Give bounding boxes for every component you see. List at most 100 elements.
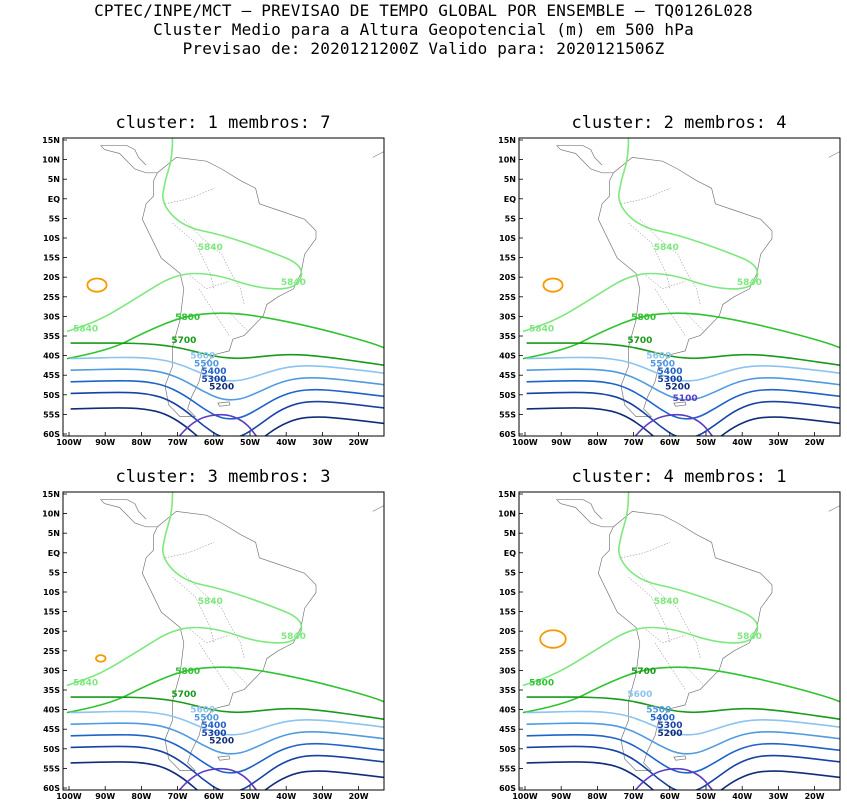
contour-5800 (522, 312, 840, 360)
lat-label: 30S (499, 312, 516, 321)
lon-label: 40W (276, 792, 296, 801)
contour-label-5700: 5700 (631, 667, 656, 677)
lat-label: 55S (499, 410, 516, 419)
lon-label: 20W (349, 792, 369, 801)
coastline-south-america (141, 511, 317, 771)
panel-2-title: cluster: 2 membros: 4 (571, 113, 787, 133)
lon-label: 30W (768, 438, 788, 447)
lon-label: 100W (512, 792, 538, 801)
contour-5500 (70, 722, 384, 755)
contour-5840 (522, 492, 759, 687)
contour-5840 (66, 138, 303, 333)
contour-5300 (526, 745, 840, 790)
lat-label: 10N (498, 510, 516, 519)
lat-label: 25S (43, 293, 60, 302)
country-border (229, 312, 249, 332)
contour-label-5840: 5840 (281, 278, 306, 288)
lon-label: 60W (660, 792, 680, 801)
contour-label-5400: 5400 (658, 367, 683, 377)
contour-5600 (70, 356, 384, 382)
contour-label-5840: 5840 (198, 243, 223, 253)
country-border (685, 312, 705, 332)
lon-label: 30W (312, 792, 332, 801)
country-border (183, 219, 245, 305)
contour-label-5800: 5800 (631, 313, 656, 323)
contour-label-5100: 5100 (673, 394, 698, 404)
country-border (620, 188, 671, 205)
contour-5600 (526, 356, 840, 382)
contour-label-5400: 5400 (202, 721, 227, 731)
contour-label-5300: 5300 (658, 721, 683, 731)
lat-label: 40S (43, 352, 60, 361)
contour-5600 (526, 710, 840, 736)
country-border (628, 576, 671, 643)
contour-5400 (70, 379, 384, 420)
lon-label: 50W (696, 438, 716, 447)
country-border (164, 188, 215, 205)
contour-5800 (66, 666, 384, 714)
lat-label: 10S (499, 588, 516, 597)
contour-label-5840: 5840 (737, 278, 762, 288)
panel-4-title: cluster: 4 membros: 1 (571, 467, 787, 487)
lat-label: 45S (43, 725, 60, 734)
country-border (198, 288, 230, 336)
contour-label-5200: 5200 (658, 729, 683, 739)
contour-orange-blob (86, 277, 108, 293)
country-border (643, 627, 686, 644)
coastline-central-america (99, 145, 158, 174)
lat-label: 20S (499, 273, 516, 282)
country-border (654, 288, 686, 336)
map-frame (62, 491, 385, 791)
lat-label: 15S (43, 254, 60, 263)
lat-label: 5S (49, 568, 61, 577)
lon-label: 50W (696, 792, 716, 801)
country-border (187, 627, 230, 644)
coastline-falklands (217, 401, 231, 407)
country-border (639, 573, 701, 659)
contour-label-5840: 5840 (281, 632, 306, 642)
header-title: CPTEC/INPE/MCT — PREVISAO DE TEMPO GLOBA… (94, 1, 753, 20)
contour-label-5300: 5300 (658, 375, 683, 385)
lon-label: 90W (95, 438, 115, 447)
country-border (172, 576, 215, 643)
country-border (183, 573, 245, 659)
lat-label: 40S (499, 706, 516, 715)
header-subtitle: Cluster Medio para a Altura Geopotencial… (153, 20, 694, 39)
lon-label: 70W (168, 438, 188, 447)
contour-label-5700: 5700 (171, 336, 196, 346)
country-border (639, 219, 701, 305)
lat-label: 15N (42, 136, 60, 145)
lat-label: 5S (505, 568, 517, 577)
lat-label: 60S (43, 784, 60, 793)
contour-5200 (70, 407, 384, 436)
contour-orange-blob (539, 629, 567, 649)
country-border (620, 542, 671, 559)
country-border (643, 273, 686, 290)
contour-label-5300: 5300 (202, 729, 227, 739)
contour-5500 (70, 368, 384, 401)
lat-label: 50S (43, 745, 60, 754)
lon-label: 80W (131, 792, 151, 801)
lat-label: 45S (43, 371, 60, 380)
lat-label: 45S (499, 371, 516, 380)
lat-label: 15S (43, 608, 60, 617)
country-border (628, 222, 671, 289)
lat-label: 30S (43, 312, 60, 321)
coastline-central-america (555, 499, 614, 528)
lat-label: 60S (499, 784, 516, 793)
contour-label-5840: 5840 (198, 597, 223, 607)
lat-label: 55S (43, 410, 60, 419)
map-frame (518, 491, 841, 791)
lat-label: 10S (43, 234, 60, 243)
lon-label: 100W (512, 438, 538, 447)
lat-label: 5N (48, 529, 60, 538)
contour-5200 (526, 407, 840, 436)
lat-label: 10S (499, 234, 516, 243)
contour-5700 (70, 342, 384, 366)
contour-5700 (70, 696, 384, 720)
coastline-central-america (555, 145, 614, 174)
contour-label-5840: 5840 (654, 597, 679, 607)
lat-label: 10N (42, 156, 60, 165)
panel-1-title: cluster: 1 membros: 7 (115, 113, 331, 133)
lon-label: 80W (587, 438, 607, 447)
